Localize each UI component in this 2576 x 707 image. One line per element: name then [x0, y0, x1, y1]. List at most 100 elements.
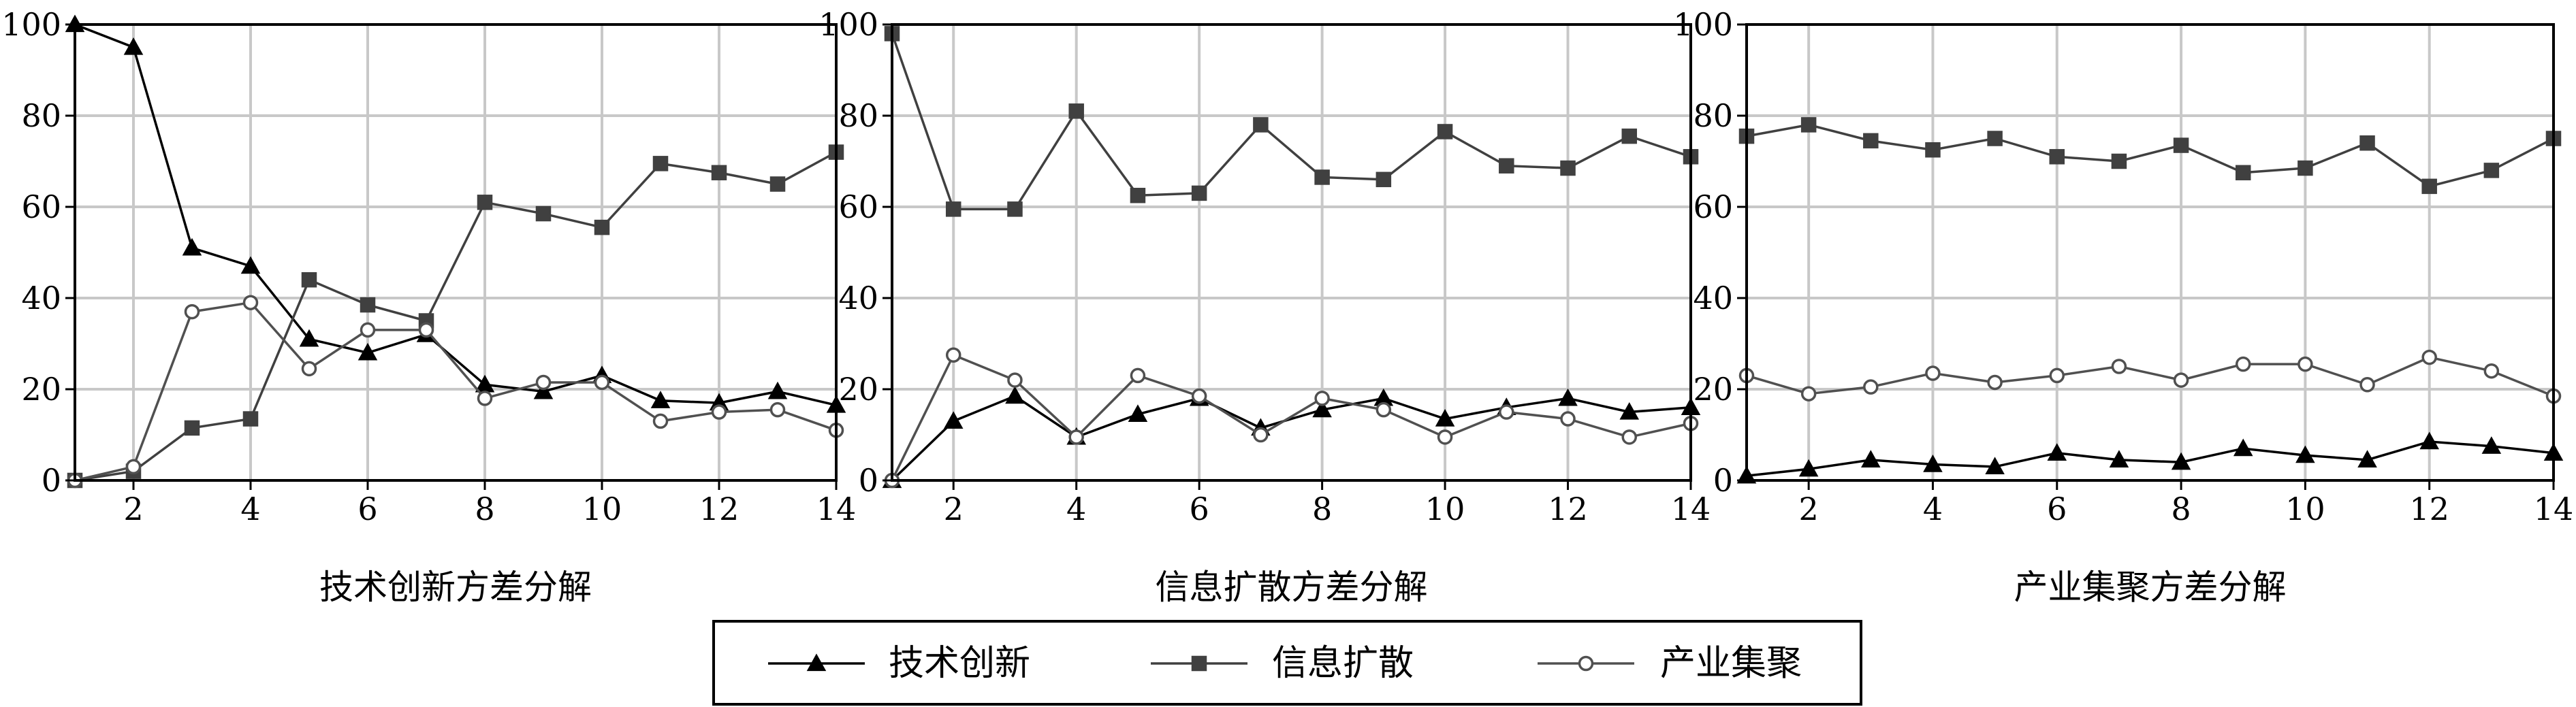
data-point-0-7 — [1312, 399, 1332, 418]
data-point-1-5 — [360, 297, 376, 313]
y-tick-label: 40 — [838, 280, 878, 316]
legend-item-0: 技术创新 — [768, 643, 1030, 684]
x-tick-label: 6 — [1190, 491, 1209, 527]
x-axis-label: 技术创新方差分解 — [319, 568, 592, 607]
y-tick-label: 40 — [21, 280, 61, 316]
series-2 — [884, 347, 1699, 489]
legend-symbol-1 — [1151, 655, 1247, 672]
x-tick-label: 8 — [1312, 491, 1332, 527]
series-1 — [1738, 117, 2562, 195]
series-line-2 — [74, 301, 837, 482]
legend-label-1: 信息扩散 — [1272, 643, 1414, 684]
data-point-0-12 — [1619, 401, 1640, 420]
data-point-0-10 — [650, 391, 671, 408]
x-tick-label: 8 — [2171, 491, 2191, 527]
data-point-2-3 — [1068, 429, 1084, 445]
data-point-1-11 — [711, 165, 727, 180]
y-tick-label: 60 — [21, 188, 61, 225]
data-point-2-12 — [2483, 363, 2500, 379]
data-point-1-10 — [1499, 158, 1514, 174]
data-point-2-4 — [301, 361, 317, 377]
series-1 — [67, 144, 844, 489]
chart-legend: 技术创新 信息扩散 产业集聚 — [712, 620, 1862, 706]
data-point-2-11 — [1560, 411, 1576, 427]
y-tick-label: 100 — [818, 6, 878, 43]
data-point-0-2 — [182, 237, 202, 256]
data-point-2-2 — [1863, 379, 1879, 395]
series-line-1 — [891, 33, 1691, 211]
y-tick-label: 60 — [1693, 188, 1733, 225]
series-line-1 — [74, 151, 837, 482]
chart-panel-2: 0 20 40 60 80 100 2 4 6 8 10 12 14 产业集聚方差分解 — [1673, 6, 2573, 607]
x-axis-label: 信息扩散方差分解 — [1156, 568, 1428, 607]
x-tick-label: 8 — [475, 491, 494, 527]
data-point-1-9 — [2297, 160, 2313, 176]
y-tick-label: 0 — [859, 462, 878, 499]
data-point-2-10 — [652, 413, 669, 429]
data-point-2-9 — [2297, 356, 2313, 372]
data-point-1-7 — [1314, 169, 1330, 185]
legend-label-0: 技术创新 — [889, 643, 1030, 684]
y-tick-label: 80 — [1693, 97, 1733, 134]
legend-marker — [1191, 655, 1207, 672]
series-line-1 — [1746, 123, 2554, 188]
data-point-2-10 — [1499, 404, 1514, 420]
y-tick-label: 40 — [1693, 280, 1733, 316]
x-tick-label: 12 — [2409, 491, 2449, 527]
data-point-1-1 — [945, 201, 961, 217]
data-point-1-4 — [1130, 188, 1146, 203]
data-point-2-9 — [1437, 429, 1453, 445]
data-point-1-12 — [1621, 128, 1638, 144]
data-point-0-9 — [1435, 409, 1455, 427]
legend-item-1: 信息扩散 — [1151, 643, 1414, 684]
data-point-2-3 — [1925, 365, 1941, 381]
data-point-0-5 — [357, 342, 378, 361]
legend-box — [712, 620, 1862, 706]
plot-frame — [891, 23, 1692, 482]
data-point-2-1 — [945, 347, 961, 363]
data-point-1-2 — [184, 420, 200, 436]
data-point-0-7 — [2171, 452, 2191, 470]
x-tick-label: 4 — [240, 491, 260, 527]
data-point-0-4 — [299, 329, 319, 347]
data-point-1-2 — [1863, 133, 1879, 149]
data-point-2-5 — [2049, 367, 2065, 384]
data-point-2-6 — [1253, 427, 1269, 443]
data-point-0-1 — [123, 37, 144, 55]
chart-panel-0: 0 20 40 60 80 100 2 4 6 8 10 12 14 技术创新方差分解 — [1, 6, 856, 607]
series-1 — [884, 26, 1699, 217]
data-point-0-2 — [1861, 450, 1881, 467]
x-tick-label: 2 — [123, 491, 143, 527]
data-point-1-6 — [2111, 153, 2127, 169]
data-point-1-12 — [2483, 163, 2500, 178]
data-point-0-4 — [1985, 457, 2005, 475]
y-tick-label: 0 — [42, 462, 61, 499]
series-2 — [67, 295, 844, 489]
y-tick-label: 100 — [1673, 6, 1733, 43]
series-line-0 — [74, 23, 837, 407]
data-point-1-8 — [2235, 165, 2251, 180]
data-point-2-8 — [535, 374, 552, 391]
y-tick-label: 60 — [838, 188, 878, 225]
data-point-1-9 — [1437, 124, 1453, 139]
x-tick-label: 12 — [1548, 491, 1588, 527]
legend-symbol-0 — [768, 653, 865, 672]
chart-panel-1: 0 20 40 60 80 100 2 4 6 8 10 12 14 信息扩散方差分解 — [818, 6, 1711, 607]
data-point-1-10 — [652, 156, 669, 171]
legend-item-2: 产业集聚 — [1538, 643, 1802, 684]
y-tick-label: 20 — [1693, 371, 1733, 408]
data-point-1-11 — [2421, 178, 2437, 195]
data-point-1-11 — [1560, 160, 1576, 176]
data-point-1-3 — [1068, 103, 1084, 119]
y-tick-label: 80 — [838, 97, 878, 134]
data-point-2-6 — [2111, 359, 2127, 374]
x-tick-label: 6 — [357, 491, 377, 527]
data-point-1-3 — [242, 411, 259, 427]
data-point-1-5 — [2049, 149, 2065, 165]
series-0 — [65, 14, 846, 413]
data-point-0-12 — [2481, 436, 2502, 454]
data-point-2-7 — [2173, 372, 2189, 388]
data-point-1-6 — [1253, 117, 1269, 133]
series-2 — [1738, 349, 2562, 404]
data-point-1-3 — [1925, 142, 1941, 158]
